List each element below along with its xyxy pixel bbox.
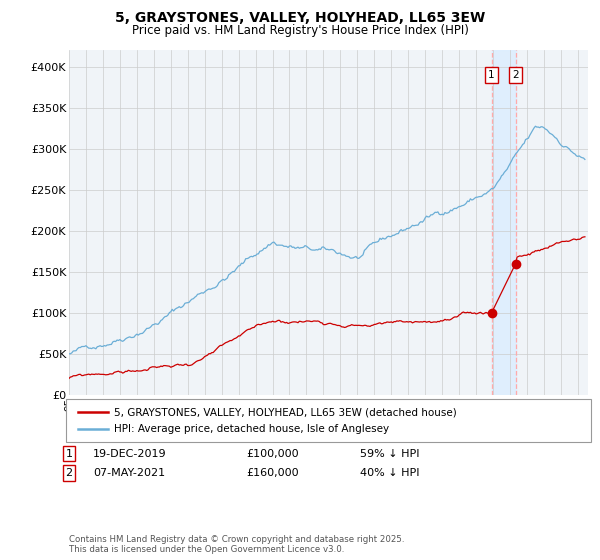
Text: 2: 2 (512, 70, 519, 80)
Bar (491, 50, 515, 395)
Text: 59% ↓ HPI: 59% ↓ HPI (360, 449, 419, 459)
Text: 07-MAY-2021: 07-MAY-2021 (93, 468, 165, 478)
Text: 1: 1 (65, 449, 73, 459)
Text: Contains HM Land Registry data © Crown copyright and database right 2025.
This d: Contains HM Land Registry data © Crown c… (69, 535, 404, 554)
Text: 40% ↓ HPI: 40% ↓ HPI (360, 468, 419, 478)
Text: 19-DEC-2019: 19-DEC-2019 (93, 449, 167, 459)
Text: 5, GRAYSTONES, VALLEY, HOLYHEAD, LL65 3EW (detached house): 5, GRAYSTONES, VALLEY, HOLYHEAD, LL65 3E… (114, 407, 457, 417)
Text: 2: 2 (65, 468, 73, 478)
Text: £160,000: £160,000 (246, 468, 299, 478)
Text: HPI: Average price, detached house, Isle of Anglesey: HPI: Average price, detached house, Isle… (114, 424, 389, 434)
Text: £100,000: £100,000 (246, 449, 299, 459)
Text: 1: 1 (488, 70, 495, 80)
Text: Price paid vs. HM Land Registry's House Price Index (HPI): Price paid vs. HM Land Registry's House … (131, 24, 469, 36)
Text: 5, GRAYSTONES, VALLEY, HOLYHEAD, LL65 3EW: 5, GRAYSTONES, VALLEY, HOLYHEAD, LL65 3E… (115, 11, 485, 25)
